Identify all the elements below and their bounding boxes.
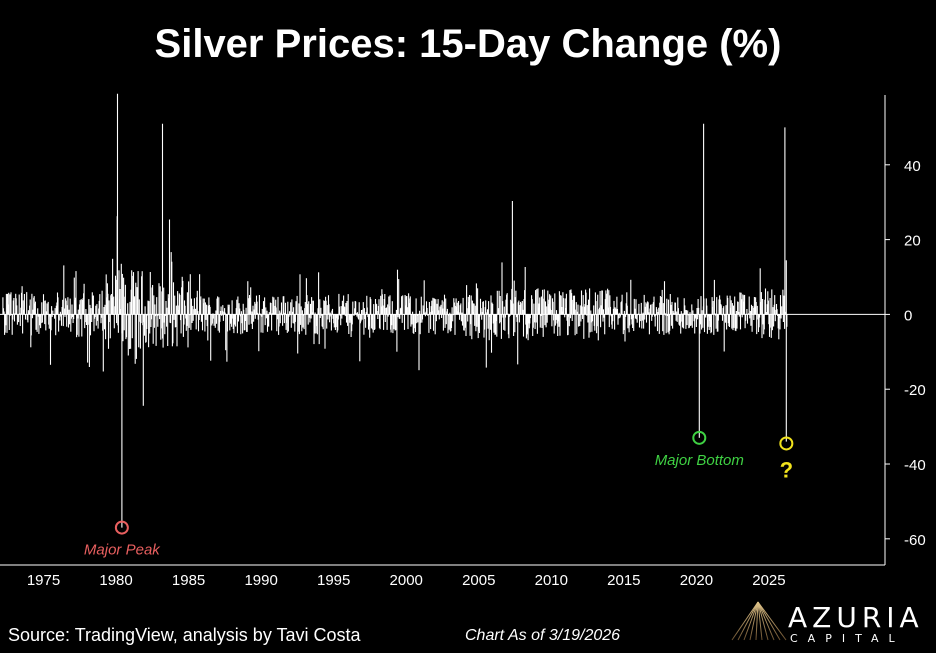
x-tick-label: 2015 [607,572,640,589]
x-axis-ticks: 1975 1980 1985 1990 1995 2000 2005 2010 2015 2020… [27,572,786,589]
y-tick-label: -60 [904,532,926,549]
x-tick-label: 2005 [462,572,495,589]
x-tick-label: 2025 [752,572,785,589]
x-tick-label: 1995 [317,572,350,589]
logo-subtitle: CAPITAL [790,632,905,645]
source-note: Source: TradingView, analysis by Tavi Co… [8,625,361,645]
x-tick-label: 2010 [535,572,568,589]
x-tick-label: 2000 [390,572,423,589]
annotation-marker-now [779,436,794,451]
as-of-note: Chart As of 3/19/2026 [465,627,621,644]
y-tick-label: 40 [904,158,921,175]
annotation-marker-peak [114,520,129,535]
annotation-marker-bottom [692,430,707,445]
series-bars [2,93,788,528]
y-tick-label: -20 [904,382,926,399]
x-tick-label: 1975 [27,572,60,589]
annotation-label-now: ? [780,457,793,482]
x-tick-label: 1985 [172,572,205,589]
y-tick-label: 0 [904,307,912,324]
y-tick-label: 20 [904,233,921,250]
chart-title: Silver Prices: 15-Day Change (%) [154,22,782,66]
x-tick-label: 2020 [680,572,713,589]
logo-name: AZURIA [788,601,924,634]
pyramid-logo-icon [731,601,787,641]
annotations: Major Peak Major Bottom? [84,430,794,559]
x-tick-label: 1980 [99,572,132,589]
azuria-logo: AZURIA CAPITAL [730,600,930,650]
y-tick-label: -40 [904,457,926,474]
annotation-label-bottom: Major Bottom [655,452,744,469]
annotation-label-peak: Major Peak [84,542,161,559]
x-tick-label: 1990 [244,572,277,589]
y-axis-ticks: 40 20 0 -20 -40 -60 [885,158,926,549]
